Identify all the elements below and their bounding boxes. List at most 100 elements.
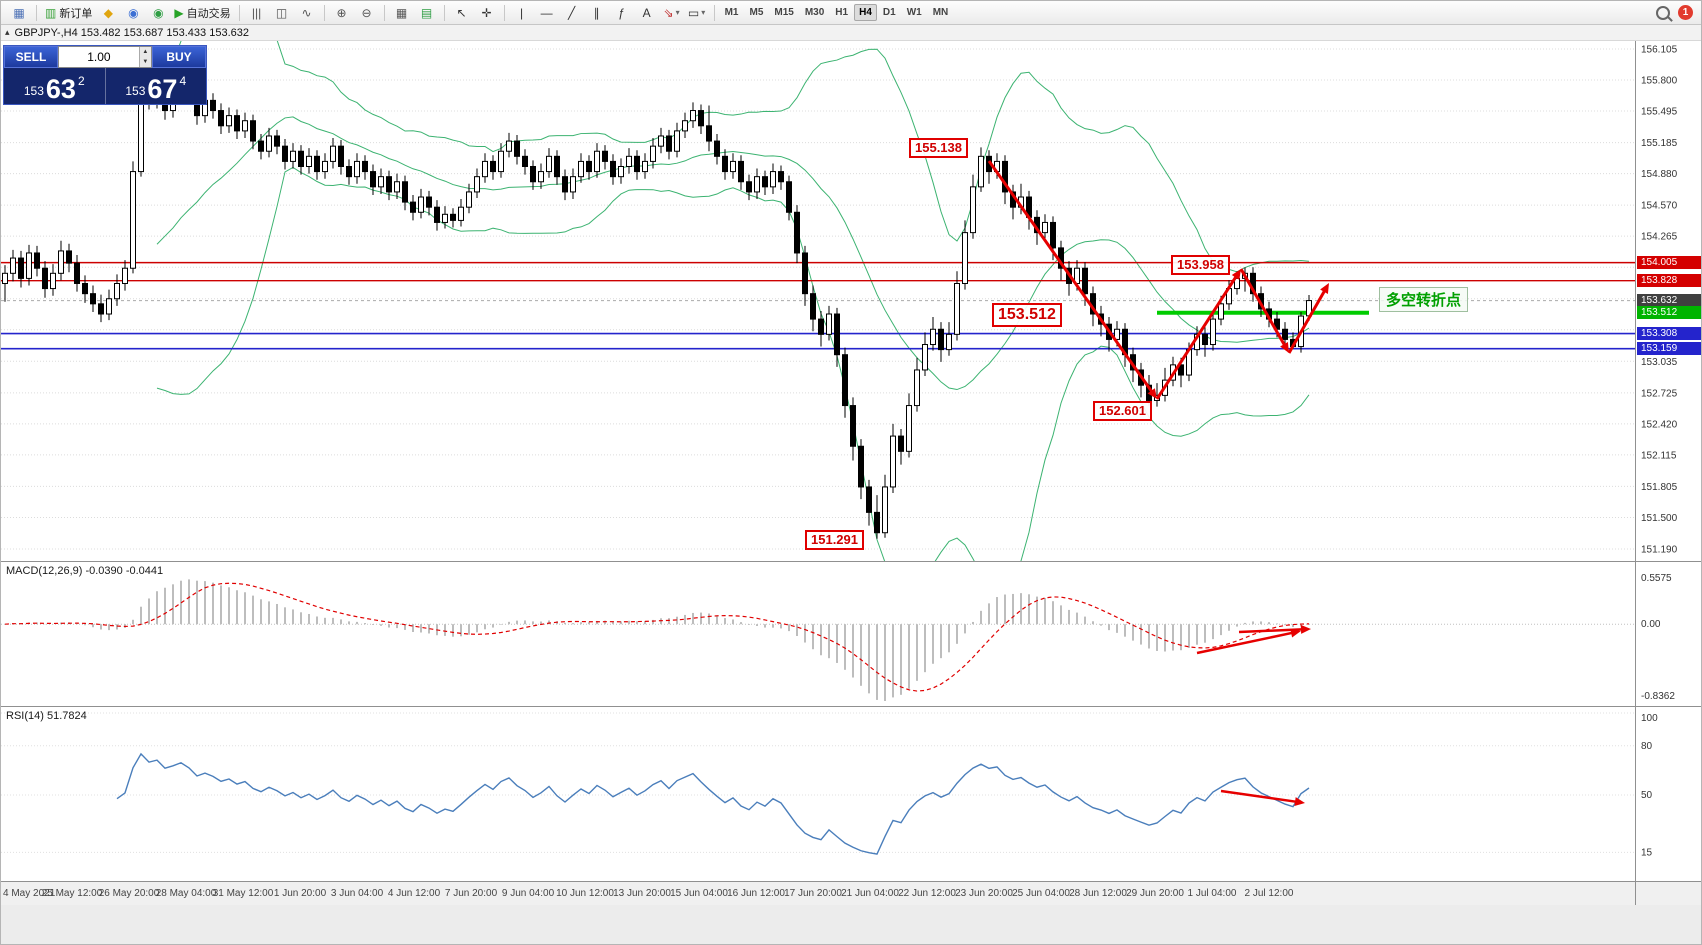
- timeframe-m15-button[interactable]: M15: [774, 7, 794, 18]
- time-axis-label: 3 Jun 04:00: [331, 888, 384, 899]
- auto-trading-button[interactable]: ▶ 自动交易: [171, 3, 233, 23]
- data-window-icon[interactable]: ◉: [121, 3, 145, 23]
- equidistant-channel-icon[interactable]: ∥: [585, 3, 609, 23]
- text-icon[interactable]: A: [635, 3, 659, 23]
- volume-spinner: ▲ ▼: [138, 47, 151, 67]
- zoom-out-icon[interactable]: ⊖: [355, 3, 379, 23]
- magnifier-icon[interactable]: [1656, 5, 1670, 20]
- vertical-line-icon[interactable]: |: [510, 3, 534, 23]
- one-click-toggle-icon[interactable]: ▴: [5, 27, 10, 37]
- svg-text:154.265: 154.265: [1641, 232, 1678, 243]
- timeframe-h1-button[interactable]: H1: [835, 7, 849, 18]
- cursor-icon: ↖: [456, 5, 467, 20]
- trend-arrow-3[interactable]: [1239, 268, 1289, 353]
- macd-histogram: [12, 579, 1310, 701]
- time-axis-label: 4 Jun 12:00: [388, 888, 441, 899]
- trendline-icon[interactable]: ╱: [560, 3, 584, 23]
- price-annotation-label[interactable]: 151.291: [805, 530, 864, 550]
- svg-text:151.500: 151.500: [1641, 513, 1678, 524]
- shapes-icon[interactable]: ▭ ▾: [685, 3, 709, 23]
- candlestick-chart-icon[interactable]: ◫: [270, 3, 294, 23]
- market-watch-icon[interactable]: ◆: [96, 3, 120, 23]
- toolbar-separator: [323, 4, 325, 21]
- price-annotation-label[interactable]: 152.601: [1093, 401, 1152, 421]
- data-window-icon: ◉: [128, 5, 139, 20]
- time-axis-label: 13 Jun 20:00: [613, 888, 671, 899]
- auto-trading-button: ▶: [174, 5, 184, 20]
- timeframe-mn-button[interactable]: MN: [932, 7, 949, 18]
- timeframe-w1-button[interactable]: W1: [906, 7, 922, 18]
- time-axis-label: 1 Jul 04:00: [1188, 888, 1237, 899]
- fibonacci-icon[interactable]: ƒ: [610, 3, 634, 23]
- new-order-button[interactable]: ▥ 新订单: [42, 3, 95, 23]
- chart-title-strip: ▴ GBPJPY-,H4 153.482 153.687 153.433 153…: [1, 25, 1701, 41]
- timeframe-d1-button[interactable]: D1: [882, 7, 896, 18]
- timeframe-m30-button[interactable]: M30: [804, 7, 825, 18]
- time-axis-label: 17 Jun 20:00: [784, 888, 842, 899]
- svg-text:153.035: 153.035: [1641, 357, 1678, 368]
- time-axis-label: 9 Jun 04:00: [502, 888, 555, 899]
- macd-arrow-2[interactable]: [1238, 624, 1311, 634]
- volume-input-wrap: ▲ ▼: [58, 46, 152, 68]
- line-chart-icon[interactable]: ∿: [295, 3, 319, 23]
- svg-text:151.190: 151.190: [1641, 545, 1678, 556]
- trend-arrow-4[interactable]: [1287, 283, 1329, 354]
- horizontal-line-icon[interactable]: —: [535, 3, 559, 23]
- zoom-in-icon[interactable]: ⊕: [330, 3, 354, 23]
- dropdown-caret-icon[interactable]: ▾: [701, 8, 706, 17]
- crosshair-icon[interactable]: ✛: [475, 3, 499, 23]
- time-axis-label: 1 Jun 20:00: [274, 888, 327, 899]
- dropdown-caret-icon[interactable]: ▾: [675, 8, 680, 17]
- bid-sup-digit: 2: [77, 74, 85, 88]
- svg-text:155.185: 155.185: [1641, 138, 1678, 149]
- svg-text:154.570: 154.570: [1641, 201, 1678, 212]
- sell-button[interactable]: SELL: [4, 46, 58, 68]
- bollinger-bands: [156, 41, 1310, 561]
- volume-down-icon[interactable]: ▼: [139, 57, 151, 67]
- volume-input[interactable]: [59, 47, 139, 67]
- time-axis-label: 7 Jun 20:00: [445, 888, 498, 899]
- volume-up-icon[interactable]: ▲: [139, 47, 151, 57]
- ask-prefix: 153: [125, 84, 146, 98]
- cursor-icon[interactable]: ↖: [450, 3, 474, 23]
- trend-arrow-1[interactable]: [987, 160, 1157, 399]
- time-axis-label: 25 Jun 04:00: [1012, 888, 1070, 899]
- bid-price: 153 63 2: [4, 68, 105, 104]
- text-icon: A: [642, 5, 651, 20]
- bid-big-digits: 63: [45, 74, 76, 105]
- time-axis-label: 23 Jun 20:00: [955, 888, 1013, 899]
- arrows-icon[interactable]: ⇘ ▾: [660, 3, 684, 23]
- trendline-icon: ╱: [567, 5, 576, 20]
- timeframe-h4-button[interactable]: H4: [854, 4, 877, 21]
- price-annotation-label[interactable]: 153.958: [1171, 255, 1230, 275]
- timeframe-m1-button[interactable]: M1: [724, 7, 739, 18]
- price-annotation-label[interactable]: 153.512: [992, 303, 1062, 327]
- buy-button[interactable]: BUY: [152, 46, 206, 68]
- trend-arrow-2[interactable]: [1155, 269, 1241, 400]
- bar-chart-icon[interactable]: |||: [245, 3, 269, 23]
- toolbar-separator: [238, 4, 240, 21]
- svg-text:152.725: 152.725: [1641, 388, 1678, 399]
- shapes-icon: ▭: [687, 5, 700, 20]
- svg-text:156.105: 156.105: [1641, 45, 1678, 56]
- timeframe-m5-button[interactable]: M5: [749, 7, 764, 18]
- rsi-line: [116, 752, 1310, 855]
- tile-windows-icon[interactable]: ▦: [390, 3, 414, 23]
- chart-canvas[interactable]: 156.105 155.800 155.495 155.185 154.880 154.5…: [1, 41, 1702, 945]
- equidistant-channel-icon: ∥: [593, 5, 600, 20]
- time-axis-label: 28 Jun 12:00: [1069, 888, 1127, 899]
- navigator-icon: ◉: [153, 5, 164, 20]
- candlestick-chart-icon: ◫: [275, 5, 288, 20]
- note-label[interactable]: 多空转折点: [1379, 287, 1469, 312]
- rsi-arrow-1[interactable]: [1220, 789, 1305, 807]
- arrange-windows-icon[interactable]: ▤: [415, 3, 439, 23]
- rsi-indicator-label: RSI(14) 51.7824: [6, 710, 87, 722]
- price-annotation-label[interactable]: 155.138: [909, 138, 968, 158]
- notification-badge[interactable]: 1: [1678, 5, 1693, 20]
- toolbar-separator: [503, 4, 505, 21]
- svg-text:154.880: 154.880: [1641, 169, 1678, 180]
- new-chart-icon[interactable]: ▦: [7, 3, 31, 23]
- fibonacci-icon: ƒ: [618, 5, 625, 20]
- navigator-icon[interactable]: ◉: [146, 3, 170, 23]
